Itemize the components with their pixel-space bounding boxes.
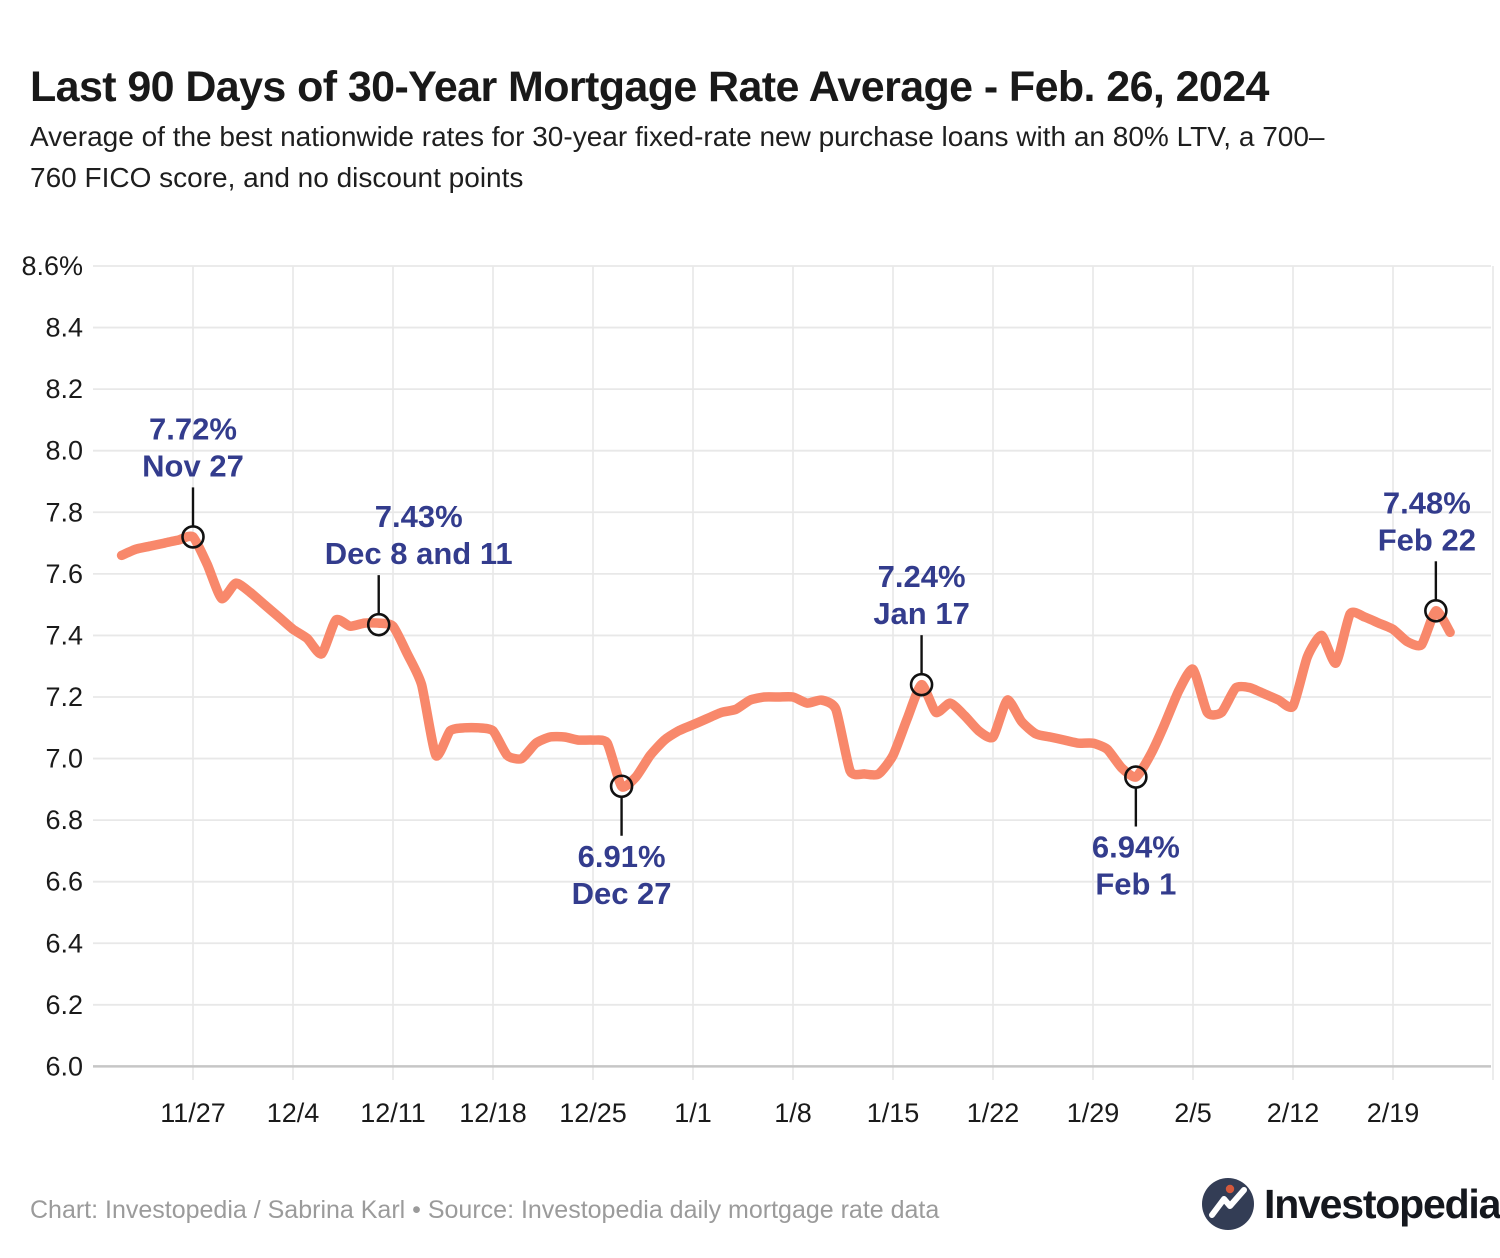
y-tick-label: 6.2 [45, 990, 83, 1020]
callout-value: 6.94% [1092, 830, 1180, 865]
x-tick-label: 11/27 [160, 1098, 226, 1128]
callout-value: 7.72% [149, 411, 237, 446]
x-tick-label: 12/25 [559, 1098, 627, 1128]
callout-value: 7.48% [1383, 485, 1471, 520]
callout-marker [909, 672, 934, 697]
y-tick-label: 8.6% [21, 251, 83, 281]
callout-marker [609, 774, 634, 799]
callout-date: Feb 1 [1095, 867, 1176, 902]
y-tick-label: 6.8 [45, 805, 83, 835]
callout-marker [1424, 598, 1448, 623]
callout-marker [1124, 765, 1148, 789]
y-tick-label: 8.2 [45, 374, 83, 404]
y-tick-label: 8.0 [45, 436, 83, 466]
y-tick-label: 7.2 [45, 682, 83, 712]
y-tick-label: 7.6 [45, 559, 83, 589]
y-tick-label: 7.4 [45, 620, 83, 650]
callout-date: Dec 8 and 11 [325, 536, 513, 571]
x-tick-label: 1/1 [674, 1098, 712, 1128]
callout-date: Dec 27 [572, 876, 672, 911]
x-tick-label: 12/4 [267, 1098, 320, 1128]
investopedia-logo-text: Investopedia [1264, 1180, 1500, 1227]
rate-line [116, 531, 1455, 792]
x-tick-label: 1/22 [967, 1098, 1020, 1128]
x-tick-label: 12/11 [360, 1098, 426, 1128]
x-tick-label: 1/29 [1067, 1098, 1120, 1128]
callout-marker [366, 612, 391, 637]
y-tick-label: 6.4 [45, 928, 83, 958]
callout-date: Nov 27 [142, 448, 244, 483]
chart-subtitle-line1: Average of the best nationwide rates for… [30, 121, 1325, 152]
x-tick-label: 2/5 [1174, 1098, 1212, 1128]
investopedia-logo-icon [1202, 1178, 1254, 1230]
y-tick-label: 6.6 [45, 867, 83, 897]
y-tick-label: 7.0 [45, 744, 83, 774]
chart-subtitle-line2: 760 FICO score, and no discount points [30, 162, 524, 193]
x-tick-label: 1/8 [774, 1098, 812, 1128]
x-tick-label: 12/18 [459, 1098, 527, 1128]
callout-date: Jan 17 [873, 596, 970, 631]
y-tick-label: 8.4 [45, 313, 83, 343]
callout-date: Feb 22 [1378, 522, 1476, 557]
chart-credit: Chart: Investopedia / Sabrina Karl • Sou… [30, 1196, 940, 1224]
page-title: Last 90 Days of 30-Year Mortgage Rate Av… [30, 62, 1269, 111]
callout-value: 7.24% [878, 559, 966, 594]
y-tick-label: 7.8 [45, 497, 83, 527]
investopedia-logo[interactable]: Investopedia [1201, 1177, 1500, 1231]
chart-subtitle: Average of the best nationwide rates for… [30, 116, 1480, 198]
x-tick-label: 1/15 [867, 1098, 920, 1128]
callout-marker [181, 525, 205, 549]
x-tick-label: 2/19 [1367, 1098, 1420, 1128]
x-tick-label: 2/12 [1267, 1098, 1320, 1128]
y-tick-label: 6.0 [45, 1051, 83, 1081]
callout-value: 7.43% [375, 499, 463, 534]
callout-value: 6.91% [578, 839, 666, 874]
